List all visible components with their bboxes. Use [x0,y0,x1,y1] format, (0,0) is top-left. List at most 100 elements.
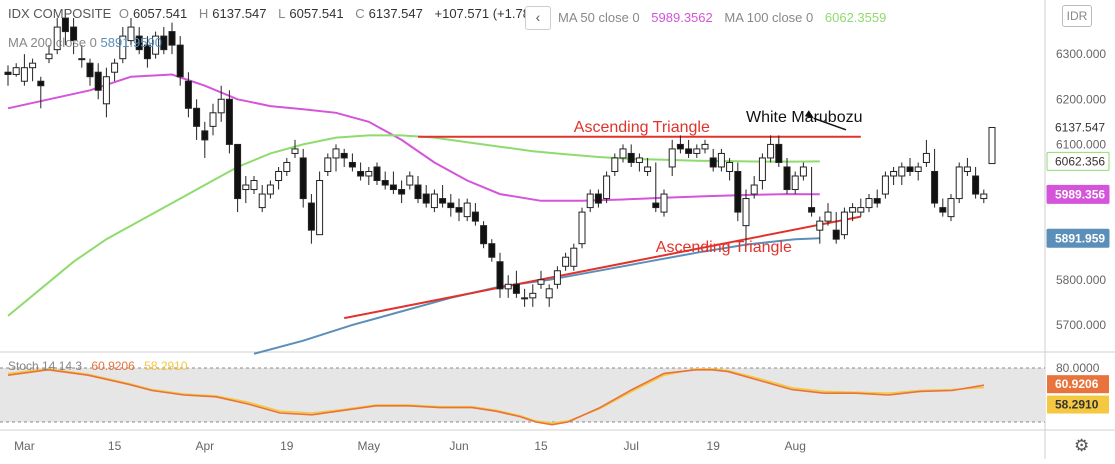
candle [45,45,53,64]
candle [578,207,586,249]
candle [398,180,406,204]
candle [217,85,225,122]
candle [865,194,873,213]
open-value: 6057.541 [133,6,188,21]
ma100-label[interactable]: MA 100 close 0 [724,10,814,25]
candle [307,194,315,244]
candle [799,162,807,181]
stoch-series-D [7,368,985,424]
ma200-label[interactable]: MA 200 close 0 [8,35,97,50]
time-axis[interactable]: Mar 15 Apr 19 May Jun 15 Jul 19 Aug [14,439,806,453]
candle-body-up [209,112,217,127]
candle-body-up [250,180,258,191]
candle-body-down [135,35,143,51]
candle [381,171,389,190]
annotations: White Marubozu Ascending Triangle Ascendin… [574,109,863,256]
price-axis[interactable]: 6300.000 6200.000 6100.000 5800.000 5700.000… [1046,47,1110,414]
candle-body-up [119,35,127,60]
candle-body-up [988,126,996,165]
candle-body-down [176,44,184,78]
candle [767,135,775,163]
ohlc-legend: IDX COMPOSITE O 6057.541 H 6137.547 L 6057.… [8,6,550,21]
ma-line-0 [7,73,820,202]
stoch-d-value: 58.2910 [144,359,188,373]
candle [275,166,283,190]
candle [955,162,963,204]
candle [160,27,168,55]
candle-body-down [939,207,947,213]
candle [20,54,28,86]
time-tick-label: May [357,439,380,453]
stoch-k-badge: 60.9206 [1055,377,1099,391]
candle [225,90,233,154]
candle [685,139,693,158]
candle [676,135,684,154]
candle [102,67,110,118]
candle [37,76,45,109]
candle-body-up [127,26,135,42]
candle-body-up [767,143,775,159]
currency-button[interactable]: IDR [1062,5,1092,27]
symbol-name[interactable]: IDX COMPOSITE [8,6,112,21]
stoch-label[interactable]: Stoch 14 14 3 [8,359,83,373]
candle-body-down [225,98,233,145]
candle [570,243,578,271]
candle [742,189,750,244]
candle-body-up [291,148,299,154]
candle-body-up [266,184,274,195]
candle-body-down [86,62,94,78]
candle [816,216,824,244]
candle [78,45,86,68]
ma200-value: 5891.9590 [100,35,162,50]
candle [447,194,455,217]
candle [512,270,520,298]
candle-body-up [53,26,61,51]
candle-body-up [406,175,414,186]
candle [619,144,627,163]
candle [922,139,930,167]
candle [12,63,20,77]
candle [824,203,832,226]
candle-body-up [570,247,578,267]
time-tick-label: 19 [707,439,721,453]
candle [931,148,939,208]
candle-body-down [61,17,69,33]
candle [471,203,479,226]
candle-body-up [217,98,225,114]
candle-body-down [299,157,307,200]
candle-body-up [726,161,734,172]
candle-body-down [488,243,496,258]
time-tick-label: 15 [108,439,122,453]
candle [53,18,61,55]
candle-body-down [685,148,693,154]
collapse-legend-button[interactable]: ‹ [525,6,551,30]
candle [283,157,291,176]
candle-body-up [947,198,955,218]
time-tick-label: 15 [534,439,548,453]
candle [250,176,258,195]
gear-icon[interactable]: ⚙ [1074,436,1090,455]
candle [29,58,37,82]
candle-body-up [824,211,832,222]
candle [890,166,898,186]
ma50-label[interactable]: MA 50 close 0 [558,10,640,25]
candle [603,171,611,204]
candle-body-up [545,288,553,299]
ma200-price-badge: 5891.959 [1055,231,1105,245]
candle-body-up [668,148,676,168]
candle-body-up [799,166,807,177]
stoch-band [0,368,1045,422]
candle-body-up [914,166,922,172]
candle [111,58,119,82]
candle-body-up [980,193,988,200]
candle [849,203,857,222]
candle-body-up [283,161,291,172]
candle [545,284,553,307]
triangle-bottom-label: Ascending Triangle [656,239,792,256]
candle [972,166,980,199]
candle-body-up [504,283,512,290]
candle-body-up [12,67,20,75]
candle-body-down [348,161,356,168]
candle-body-down [627,152,635,163]
